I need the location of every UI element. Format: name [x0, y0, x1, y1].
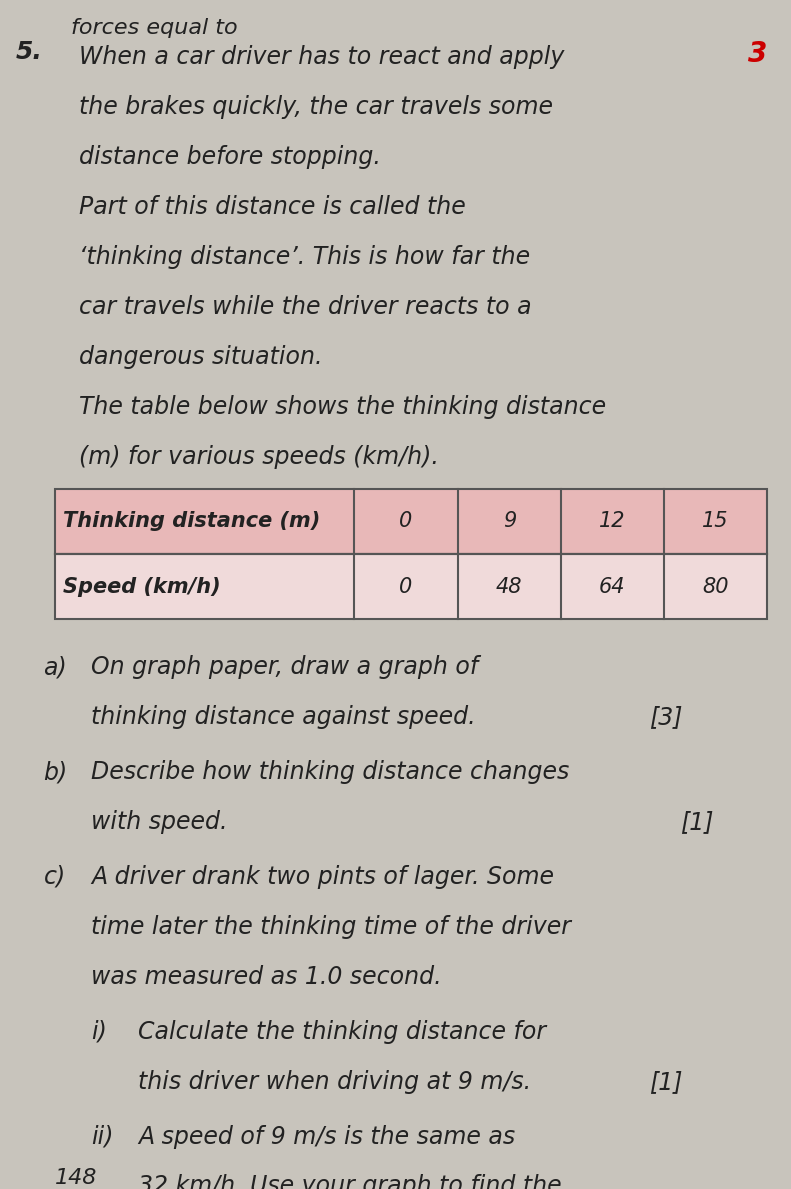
- Text: Describe how thinking distance changes: Describe how thinking distance changes: [91, 760, 570, 784]
- Text: A speed of 9 m/s is the same as: A speed of 9 m/s is the same as: [138, 1125, 516, 1149]
- Text: time later the thinking time of the driver: time later the thinking time of the driv…: [91, 914, 571, 939]
- Text: 64: 64: [599, 577, 626, 597]
- Text: Thinking distance (m): Thinking distance (m): [63, 511, 320, 531]
- Text: 0: 0: [399, 577, 413, 597]
- Text: a): a): [44, 655, 67, 679]
- Text: When a car driver has to react and apply: When a car driver has to react and apply: [79, 45, 565, 69]
- Text: 48: 48: [496, 577, 523, 597]
- Text: with speed.: with speed.: [91, 810, 228, 833]
- Text: [3]: [3]: [649, 705, 682, 729]
- Text: ‘thinking distance’. This is how far the: ‘thinking distance’. This is how far the: [79, 245, 530, 269]
- Text: 3: 3: [748, 40, 767, 69]
- Text: b): b): [44, 760, 68, 784]
- Text: [1]: [1]: [680, 810, 713, 833]
- FancyBboxPatch shape: [55, 554, 767, 619]
- Text: dangerous situation.: dangerous situation.: [79, 345, 323, 369]
- Text: the brakes quickly, the car travels some: the brakes quickly, the car travels some: [79, 95, 553, 119]
- Text: A driver drank two pints of lager. Some: A driver drank two pints of lager. Some: [91, 864, 554, 889]
- Text: forces equal to: forces equal to: [71, 18, 238, 38]
- FancyBboxPatch shape: [55, 489, 767, 554]
- Text: i): i): [91, 1020, 107, 1044]
- Text: distance before stopping.: distance before stopping.: [79, 145, 381, 169]
- Text: Part of this distance is called the: Part of this distance is called the: [79, 195, 466, 219]
- Text: 0: 0: [399, 511, 413, 531]
- Text: (m) for various speeds (km/h).: (m) for various speeds (km/h).: [79, 445, 439, 468]
- Text: On graph paper, draw a graph of: On graph paper, draw a graph of: [91, 655, 479, 679]
- Text: The table below shows the thinking distance: The table below shows the thinking dista…: [79, 395, 606, 419]
- Text: 5.: 5.: [16, 40, 43, 64]
- Text: 80: 80: [702, 577, 729, 597]
- Text: 12: 12: [599, 511, 626, 531]
- Text: thinking distance against speed.: thinking distance against speed.: [91, 705, 475, 729]
- Text: [1]: [1]: [649, 1070, 682, 1094]
- Text: this driver when driving at 9 m/s.: this driver when driving at 9 m/s.: [138, 1070, 532, 1094]
- Text: was measured as 1.0 second.: was measured as 1.0 second.: [91, 964, 441, 989]
- Text: Speed (km/h): Speed (km/h): [63, 577, 221, 597]
- Text: 9: 9: [502, 511, 516, 531]
- Text: Calculate the thinking distance for: Calculate the thinking distance for: [138, 1020, 547, 1044]
- Text: 148: 148: [55, 1168, 98, 1188]
- Text: car travels while the driver reacts to a: car travels while the driver reacts to a: [79, 295, 532, 319]
- Text: ii): ii): [91, 1125, 113, 1149]
- Text: 32 km/h. Use your graph to find the: 32 km/h. Use your graph to find the: [138, 1175, 562, 1189]
- Text: c): c): [44, 864, 66, 889]
- Text: 15: 15: [702, 511, 729, 531]
